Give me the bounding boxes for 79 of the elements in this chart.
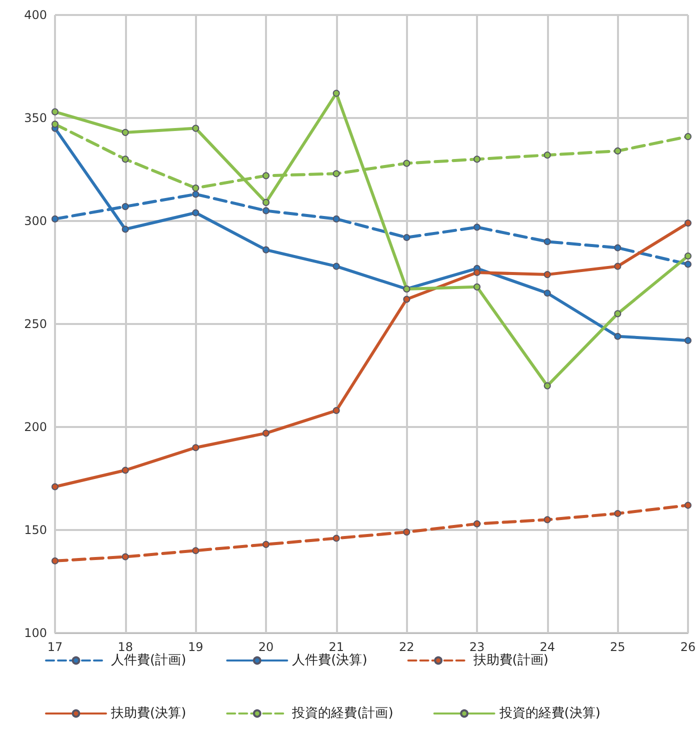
- y-tick-label: 350: [24, 111, 47, 125]
- legend-label: 人件費(計画): [111, 653, 186, 668]
- point: [192, 184, 200, 192]
- point: [262, 430, 270, 437]
- point: [192, 547, 200, 554]
- point: [262, 246, 270, 254]
- point: [614, 244, 622, 252]
- point: [192, 190, 200, 198]
- point: [403, 528, 410, 536]
- point: [684, 252, 692, 260]
- point: [332, 534, 340, 542]
- point: [332, 90, 340, 97]
- point: [52, 557, 58, 564]
- x-tick-label: 21: [328, 640, 344, 654]
- point: [544, 516, 551, 524]
- point: [192, 124, 200, 132]
- point: [614, 147, 622, 154]
- point: [52, 483, 58, 490]
- point: [544, 238, 551, 246]
- point: [684, 220, 692, 227]
- y-tick-label: 150: [24, 523, 47, 537]
- legend-label: 人件費(決算): [292, 653, 368, 668]
- point: [614, 310, 622, 318]
- point: [52, 215, 58, 222]
- point: [262, 540, 270, 548]
- point: [684, 502, 692, 509]
- x-tick-label: 17: [47, 640, 63, 654]
- point: [474, 224, 480, 231]
- point: [474, 283, 480, 290]
- point: [403, 160, 410, 167]
- point: [544, 271, 551, 278]
- point: [332, 170, 340, 178]
- point: [474, 156, 480, 163]
- point: [474, 520, 480, 528]
- point: [192, 444, 200, 452]
- point: [684, 133, 692, 140]
- y-tick-label: 300: [24, 214, 47, 228]
- legend-label: 扶助費(計画): [472, 653, 548, 668]
- point: [684, 260, 692, 268]
- x-tick-label: 22: [399, 640, 414, 654]
- point: [332, 407, 340, 414]
- point: [544, 382, 551, 390]
- point: [403, 234, 410, 241]
- point: [122, 128, 129, 136]
- point: [474, 269, 480, 276]
- point: [614, 332, 622, 340]
- point: [122, 156, 129, 163]
- point: [544, 152, 551, 159]
- point: [544, 290, 551, 297]
- x-tick-label: 23: [469, 640, 485, 654]
- x-tick-label: 18: [118, 640, 133, 654]
- y-tick-label: 250: [24, 317, 47, 331]
- x-tick-label: 20: [258, 640, 274, 654]
- x-tick-label: 26: [680, 640, 696, 654]
- y-tick-label: 200: [24, 420, 47, 434]
- point: [192, 209, 200, 216]
- point: [122, 203, 129, 210]
- point: [684, 336, 692, 344]
- point: [262, 172, 270, 180]
- point: [332, 262, 340, 270]
- x-tick-label: 25: [610, 640, 626, 654]
- point: [614, 510, 622, 518]
- legend-label: 扶助費(決算): [110, 706, 186, 721]
- legend-label: 投資的経費(計画): [291, 706, 394, 721]
- point: [122, 226, 129, 233]
- point: [403, 296, 410, 303]
- point: [52, 120, 58, 128]
- point: [262, 207, 270, 214]
- x-tick-label: 19: [188, 640, 204, 654]
- x-tick-label: 24: [540, 640, 555, 654]
- point: [332, 215, 340, 222]
- y-tick-label: 100: [24, 626, 47, 640]
- y-tick-label: 400: [24, 8, 47, 22]
- point: [262, 198, 270, 206]
- legend-label: 投資的経費(決算): [498, 706, 600, 721]
- point: [122, 466, 129, 474]
- point: [52, 108, 58, 116]
- point: [122, 553, 129, 560]
- point: [614, 262, 622, 270]
